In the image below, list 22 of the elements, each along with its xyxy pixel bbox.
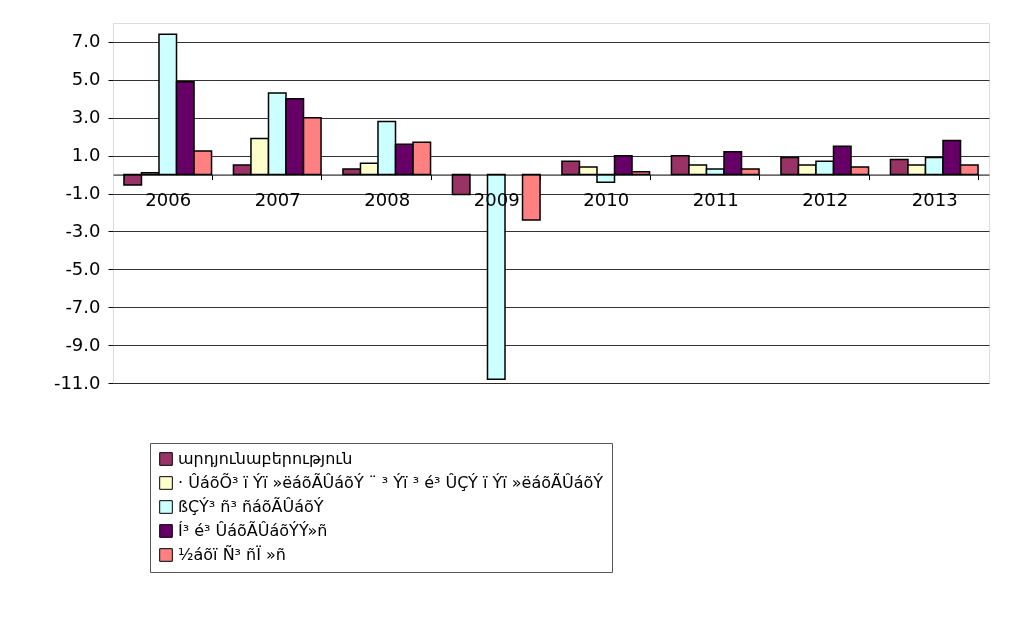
y-tick-label: 3.0 xyxy=(71,106,101,128)
legend-label: · ÛáõÕ³ ï Ýï »ëáõÃÛáõÝ ¨ ³ Ýï ³ é³ ÛÇÝ ï Ýï »ëáõÃÛáõÝ xyxy=(178,473,604,492)
y-tick-label: -5.0 xyxy=(65,257,101,279)
x-tick-label: 2006 xyxy=(145,189,192,211)
x-tick-label: 2013 xyxy=(911,189,958,211)
y-tick-label: -1.0 xyxy=(65,182,101,204)
y-tick-label: -3.0 xyxy=(65,219,101,241)
legend-label: Í³ é³ ÛáõÃÛáõÝÝ»ñ xyxy=(178,521,328,540)
legend-label: ½áõï Ñ³ ñÏ »ñ xyxy=(178,545,286,564)
y-tick-label: 7.0 xyxy=(71,30,101,52)
y-tick-label: 1.0 xyxy=(71,144,101,166)
x-tick-label: 2008 xyxy=(364,189,411,211)
legend-label: ßÇÝ³ ñ³ ñáõÃÛáõÝ xyxy=(178,497,324,516)
x-tick-label: 2007 xyxy=(254,189,301,211)
x-tick-label: 2012 xyxy=(802,189,849,211)
y-tick-label: 5.0 xyxy=(71,68,101,90)
y-tick-label: -9.0 xyxy=(65,333,101,355)
y-tick-label: -7.0 xyxy=(65,295,101,317)
y-tick-label: -11.0 xyxy=(53,371,101,393)
x-tick-label: 2010 xyxy=(583,189,630,211)
x-tick-label: 2011 xyxy=(692,189,739,211)
legend-label: արդյունաբերություն xyxy=(178,449,353,468)
